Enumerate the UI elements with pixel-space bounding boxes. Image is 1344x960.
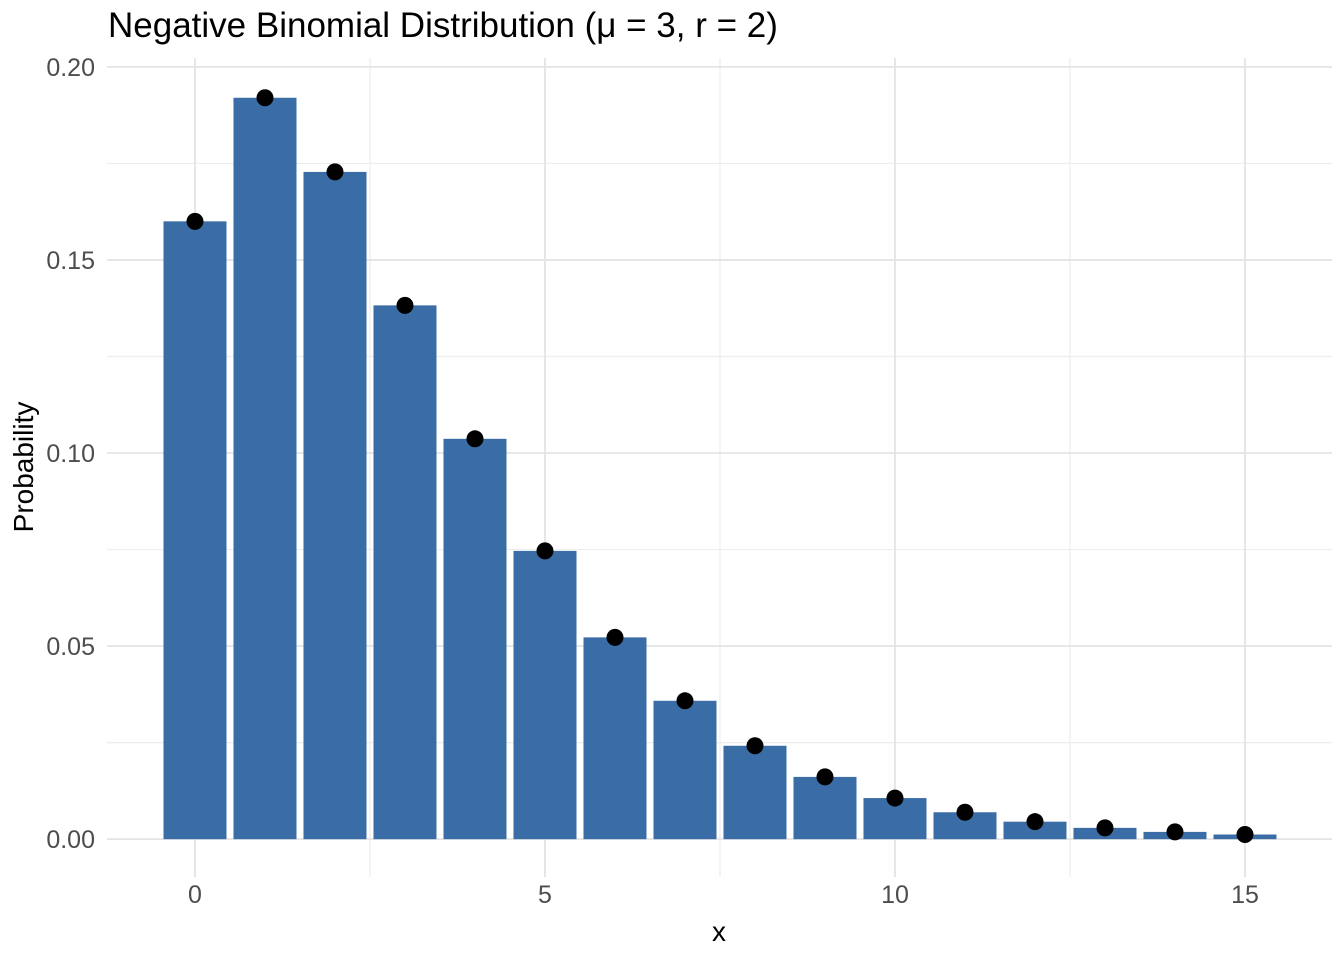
- chart-title: Negative Binomial Distribution (μ = 3, r…: [108, 6, 778, 45]
- bars: [163, 97, 1277, 840]
- y-tick-label: 0.05: [46, 633, 95, 661]
- x-axis-title: x: [712, 916, 726, 947]
- bar-x5: [513, 550, 577, 840]
- point-x5: [536, 542, 554, 560]
- bar-x9: [793, 776, 857, 840]
- y-axis-title: Probability: [8, 402, 39, 533]
- point-x1: [256, 89, 274, 107]
- bar-x3: [373, 305, 437, 840]
- points: [186, 89, 1254, 844]
- y-axis-tick-labels: 0.00 0.05 0.10 0.15 0.20: [46, 54, 95, 854]
- y-tick-label: 0.20: [46, 54, 95, 82]
- bar-x0: [163, 221, 227, 840]
- x-axis-tick-labels: 0 5 10 15: [188, 881, 1259, 909]
- x-tick-label: 0: [188, 881, 202, 909]
- point-x13: [1096, 819, 1114, 837]
- point-x9: [816, 768, 834, 786]
- x-tick-label: 10: [881, 881, 909, 909]
- bar-x8: [723, 745, 787, 840]
- point-x4: [466, 430, 484, 448]
- point-x8: [746, 737, 764, 755]
- bar-x1: [233, 97, 297, 840]
- bar-x2: [303, 171, 367, 840]
- x-tick-label: 5: [538, 881, 552, 909]
- point-x7: [676, 692, 694, 710]
- point-x11: [956, 803, 974, 821]
- point-x15: [1236, 826, 1254, 844]
- point-x3: [396, 296, 414, 314]
- y-tick-label: 0.15: [46, 247, 95, 275]
- point-x0: [186, 212, 204, 230]
- point-x6: [606, 628, 624, 646]
- point-x2: [326, 163, 344, 181]
- y-tick-label: 0.00: [46, 826, 95, 854]
- bar-x7: [653, 700, 717, 840]
- bar-x12: [1003, 821, 1067, 840]
- point-x10: [886, 789, 904, 807]
- point-x14: [1166, 823, 1184, 841]
- x-tick-label: 15: [1231, 881, 1259, 909]
- point-x12: [1026, 813, 1044, 831]
- bar-x4: [443, 438, 507, 840]
- y-tick-label: 0.10: [46, 440, 95, 468]
- bar-x6: [583, 637, 647, 840]
